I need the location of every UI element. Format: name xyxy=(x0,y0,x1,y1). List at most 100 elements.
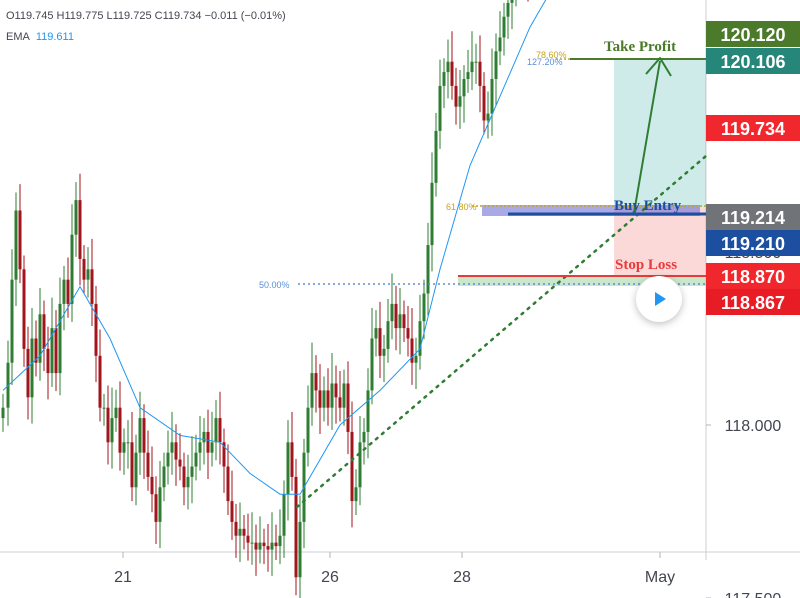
candle-body xyxy=(462,79,466,97)
candle-body xyxy=(1,407,5,419)
candle-body xyxy=(194,452,198,467)
candle-body xyxy=(430,182,434,246)
candle-body xyxy=(42,314,46,349)
candle-body xyxy=(166,452,170,467)
candle-body xyxy=(98,355,102,408)
candle-body xyxy=(314,373,318,391)
candle-body xyxy=(350,431,354,502)
y-tick-label: 118.000 xyxy=(725,418,782,435)
candle-body xyxy=(330,383,334,408)
ema-line xyxy=(2,0,547,495)
candle-body xyxy=(70,234,74,304)
candle-body xyxy=(62,279,66,304)
candle-body xyxy=(510,0,514,3)
candle-body xyxy=(482,85,486,121)
take-profit-arrow xyxy=(633,60,661,214)
candle-body xyxy=(354,487,358,502)
candle-body xyxy=(126,442,130,444)
candle-body xyxy=(502,16,506,38)
price-badge-label: 120.106 xyxy=(720,52,785,72)
candle-body xyxy=(410,338,414,363)
candle-body xyxy=(94,303,98,356)
price-badge-label: 119.210 xyxy=(721,234,785,254)
candle-body xyxy=(278,535,282,547)
price-badge xyxy=(706,48,800,74)
candle-body xyxy=(406,328,410,339)
ema-value: 119.611 xyxy=(35,31,74,43)
candle-body xyxy=(362,431,366,443)
ema-label: EMA xyxy=(6,31,30,43)
fib-50-label: 50.00% xyxy=(259,280,290,290)
candle-body xyxy=(318,390,322,408)
price-badge-label: 119.734 xyxy=(721,119,785,139)
candle-body xyxy=(38,314,42,363)
candle-body xyxy=(258,542,262,550)
candle-body xyxy=(46,348,50,374)
candle-body xyxy=(474,61,478,63)
fib-618-zone xyxy=(482,205,700,216)
candle-body xyxy=(234,521,238,536)
play-icon xyxy=(655,292,666,306)
candle-body xyxy=(110,418,114,443)
candle-body xyxy=(90,269,94,304)
take-profit-label: Take Profit xyxy=(604,39,676,55)
candle-body xyxy=(442,72,446,86)
candle-body xyxy=(378,328,382,356)
candle-body xyxy=(134,452,138,488)
candle-body xyxy=(498,37,502,52)
candle-body xyxy=(426,245,430,294)
candle-body xyxy=(130,442,134,488)
candle-body xyxy=(414,355,418,363)
candle-body xyxy=(26,348,30,398)
candle-body xyxy=(34,338,38,363)
candle-body xyxy=(22,269,26,349)
candle-body xyxy=(334,383,338,398)
candle-body xyxy=(266,546,270,550)
fib-786-label: 78.60% xyxy=(536,50,567,60)
candle-body xyxy=(310,373,314,408)
candle-body xyxy=(402,314,406,329)
buy-entry-label: Buy Entry xyxy=(614,198,682,214)
candle-body xyxy=(250,542,254,544)
candle-body xyxy=(82,258,86,280)
replay-play-button[interactable] xyxy=(636,276,682,322)
candle-body xyxy=(118,407,122,453)
price-badge-label: 120.120 xyxy=(720,25,785,45)
candle-body xyxy=(54,328,58,374)
candle-body xyxy=(398,314,402,329)
candle-body xyxy=(170,442,174,453)
candle-body xyxy=(422,293,426,322)
candle-body xyxy=(466,72,470,79)
x-tick-label: 28 xyxy=(453,569,471,586)
candle-body xyxy=(394,303,398,329)
candle-body xyxy=(222,442,226,467)
candle-body xyxy=(154,494,158,522)
candle-body xyxy=(470,61,474,73)
candle-body xyxy=(506,2,510,17)
price-badge xyxy=(706,263,800,289)
candle-body xyxy=(158,487,162,522)
candle-body xyxy=(490,79,494,114)
candle-body xyxy=(386,321,390,349)
candle-body xyxy=(246,535,250,543)
x-tick-label: 26 xyxy=(321,569,339,586)
candle-body xyxy=(242,528,246,536)
candle-body xyxy=(286,442,290,495)
candle-body xyxy=(230,501,234,522)
candle-body xyxy=(446,61,450,73)
candle-body xyxy=(14,210,18,280)
x-tick-label: May xyxy=(645,569,675,586)
candle-body xyxy=(306,407,310,453)
candle-body xyxy=(218,418,222,443)
candle-body xyxy=(74,200,78,235)
candle-body xyxy=(138,418,142,453)
candle-body xyxy=(178,459,182,467)
candle-body xyxy=(150,476,154,495)
take-profit-arrowhead xyxy=(645,57,672,77)
candle-body xyxy=(214,418,218,443)
candle-body xyxy=(338,397,342,408)
candle-body xyxy=(294,476,298,578)
candle-body xyxy=(66,279,70,304)
